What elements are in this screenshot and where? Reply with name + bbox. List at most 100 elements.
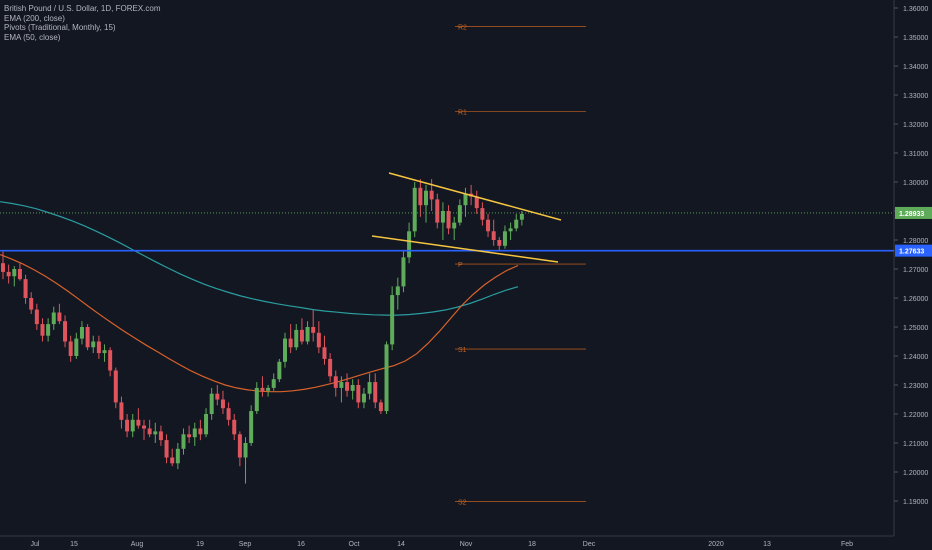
- price-tick-label: 1.30000: [903, 180, 928, 187]
- candle: [40, 324, 45, 336]
- indicator-pivots[interactable]: Pivots (Traditional, Monthly, 15): [4, 23, 116, 32]
- time-tick-label: 2020: [708, 541, 724, 548]
- candle: [395, 286, 400, 296]
- candle: [220, 399, 225, 409]
- candle: [232, 419, 237, 435]
- candle: [29, 298, 34, 310]
- time-tick-label: 18: [528, 541, 536, 548]
- candle: [288, 338, 293, 348]
- candle: [367, 382, 372, 394]
- candle: [322, 347, 327, 359]
- pivot-label-r2: R2: [458, 25, 467, 32]
- candle: [294, 329, 299, 348]
- pivot-label-s1: S1: [458, 347, 467, 354]
- candle: [254, 387, 259, 412]
- price-tick-label: 1.34000: [903, 64, 928, 71]
- candle: [435, 199, 440, 223]
- price-tick-label: 1.28000: [903, 238, 928, 245]
- candle: [339, 382, 344, 388]
- candle: [91, 341, 96, 348]
- time-axis[interactable]: Jul 15 Aug 19 Sep 16 Oct 14 Nov 18 Dec 2020 13 Feb: [31, 541, 854, 548]
- candle: [401, 257, 406, 287]
- price-tick-label: 1.31000: [903, 151, 928, 158]
- candle: [418, 187, 423, 206]
- candle: [283, 338, 287, 362]
- time-tick-label: 15: [70, 541, 78, 548]
- price-tick-label: 1.21000: [903, 441, 928, 448]
- candle: [102, 350, 107, 354]
- candle: [260, 387, 265, 391]
- price-tick-label: 1.26000: [903, 296, 928, 303]
- candle: [429, 190, 434, 200]
- candle: [412, 187, 417, 232]
- candle: [384, 344, 389, 412]
- candle: [480, 208, 485, 220]
- price-axis[interactable]: 1.36000 1.35000 1.34000 1.33000 1.32000 1.310…: [894, 6, 932, 506]
- price-tick-label: 1.20000: [903, 470, 928, 477]
- candle: [119, 402, 124, 420]
- candle: [63, 321, 68, 342]
- candle: [108, 350, 113, 371]
- candle: [192, 428, 197, 438]
- candle: [226, 408, 231, 420]
- candle: [311, 327, 316, 333]
- horizontal-level-tag: [895, 244, 932, 257]
- time-tick-label: Feb: [841, 541, 853, 548]
- candle: [113, 370, 118, 403]
- price-tick-label: 1.27000: [903, 267, 928, 274]
- candle: [328, 358, 333, 377]
- candle: [17, 269, 22, 280]
- candle: [147, 428, 152, 435]
- candle: [181, 434, 186, 449]
- candle: [356, 385, 361, 403]
- candle: [345, 382, 350, 391]
- candle: [6, 271, 11, 277]
- last-price-label: 1.28933: [899, 211, 924, 218]
- indicator-ema-200[interactable]: EMA (200, close): [4, 13, 65, 23]
- candle: [142, 425, 146, 429]
- ema-200-line: [0, 201, 519, 316]
- ema-50-series: [0, 253, 519, 393]
- candle: [361, 393, 366, 403]
- candle: [209, 393, 214, 414]
- upper-trendline: [388, 172, 562, 221]
- indicator-ema-50[interactable]: EMA (50, close): [4, 32, 61, 42]
- lower-trendline: [371, 235, 559, 263]
- price-tick-label: 1.33000: [903, 93, 928, 100]
- candle: [68, 341, 73, 356]
- horizontal-level-label: 1.27633: [899, 249, 924, 256]
- candle: [34, 309, 39, 325]
- candle: [333, 376, 338, 388]
- candle: [136, 419, 141, 426]
- candle: [407, 231, 412, 258]
- time-tick-label: Jul: [31, 541, 40, 548]
- candle: [130, 419, 135, 432]
- candle: [299, 329, 304, 342]
- price-tick-label: 1.24000: [903, 354, 928, 361]
- candle: [175, 448, 180, 464]
- time-tick-label: Nov: [460, 541, 473, 548]
- candle: [96, 341, 101, 354]
- candle: [79, 327, 84, 339]
- grid: [0, 0, 895, 537]
- candle: [305, 327, 310, 342]
- candle: [266, 387, 271, 391]
- candle: [85, 327, 90, 348]
- candle: [514, 219, 519, 229]
- candle: [46, 324, 51, 336]
- drawn-lines[interactable]: [0, 172, 894, 263]
- candle: [243, 443, 248, 458]
- candle: [424, 190, 428, 206]
- pivot-label-s2: S2: [458, 500, 467, 507]
- candle: [23, 279, 28, 298]
- chart-title: British Pound / U.S. Dollar, 1D, FOREX.c…: [4, 4, 161, 13]
- candles: [1, 179, 524, 484]
- candle: [57, 312, 62, 322]
- candle: [457, 205, 462, 223]
- candle: [390, 295, 395, 345]
- time-tick-label: Dec: [583, 541, 596, 548]
- time-tick-label: 14: [397, 541, 405, 548]
- candle: [271, 379, 276, 388]
- candle: [446, 211, 451, 229]
